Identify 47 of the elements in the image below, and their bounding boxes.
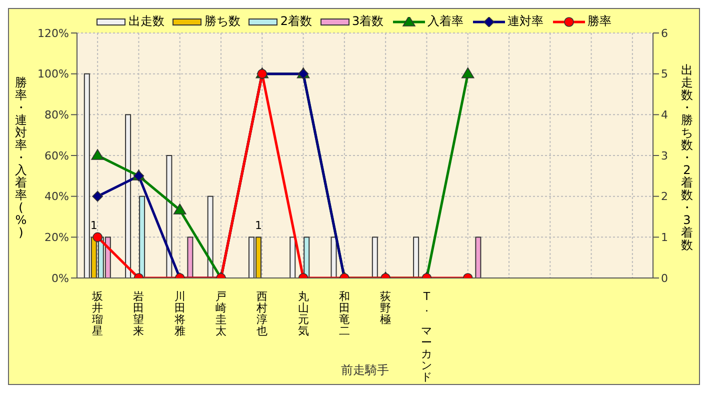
x-tick-label: T. マーカンド bbox=[421, 290, 432, 384]
bar bbox=[413, 236, 420, 278]
text: 勝率・連対率・入着率(%) bbox=[15, 75, 27, 240]
y-tick-label: 0% bbox=[52, 272, 69, 285]
y2-tick-label: 5 bbox=[661, 68, 668, 81]
y-tick-label: 120% bbox=[38, 26, 69, 40]
bar bbox=[330, 236, 337, 278]
point bbox=[92, 190, 103, 202]
y-tick-label: 100% bbox=[38, 68, 69, 81]
bar bbox=[125, 114, 132, 278]
x-tick-label: 荻野極 bbox=[380, 290, 392, 326]
point bbox=[91, 149, 104, 160]
y2-tick-label: 1 bbox=[661, 231, 668, 244]
x-tick-label: 岩田望来 bbox=[133, 290, 144, 338]
legend-label: 勝ち数 bbox=[204, 13, 240, 30]
text: 出走数・勝ち数・2着数・3着数 bbox=[681, 62, 693, 252]
data-label: 1 bbox=[90, 219, 98, 232]
point bbox=[173, 204, 186, 214]
y2-tick-label: 3 bbox=[661, 149, 668, 162]
data-label: 1 bbox=[254, 219, 262, 232]
bar bbox=[475, 236, 482, 278]
y2-tick-label: 0 bbox=[661, 272, 668, 285]
bar bbox=[207, 196, 214, 278]
legend-label: 入着率 bbox=[428, 13, 464, 30]
y-tick-label: 80% bbox=[44, 108, 69, 122]
x-tick-label: 丸山元気 bbox=[298, 290, 309, 338]
y-tick-label: 60% bbox=[44, 149, 69, 162]
point bbox=[461, 67, 474, 78]
x-tick-label: 戸崎圭太 bbox=[216, 290, 226, 338]
legend-label: 勝率 bbox=[588, 13, 612, 30]
legend-label: 2着数 bbox=[280, 13, 312, 30]
y2-tick-label: 4 bbox=[661, 108, 668, 122]
x-axis-title: 前走騎手 bbox=[341, 363, 389, 377]
legend-label: 出走数 bbox=[128, 13, 164, 30]
bar bbox=[372, 236, 378, 278]
legend-label: 連対率 bbox=[508, 13, 544, 30]
y2-tick-label: 6 bbox=[661, 26, 668, 40]
x-tick-label: 和田竜二 bbox=[338, 290, 350, 338]
bar bbox=[290, 236, 296, 278]
bar bbox=[187, 236, 194, 278]
y2-tick-label: 2 bbox=[661, 190, 668, 204]
legend-label: 3着数 bbox=[352, 13, 384, 30]
y-tick-label: 40% bbox=[44, 190, 69, 204]
y-tick-label: 20% bbox=[44, 231, 69, 244]
x-tick-label: 川田将雅 bbox=[173, 290, 186, 338]
x-tick-label: 坂井瑠星 bbox=[91, 290, 104, 338]
x-tick-label: 西村淳也 bbox=[256, 290, 268, 338]
